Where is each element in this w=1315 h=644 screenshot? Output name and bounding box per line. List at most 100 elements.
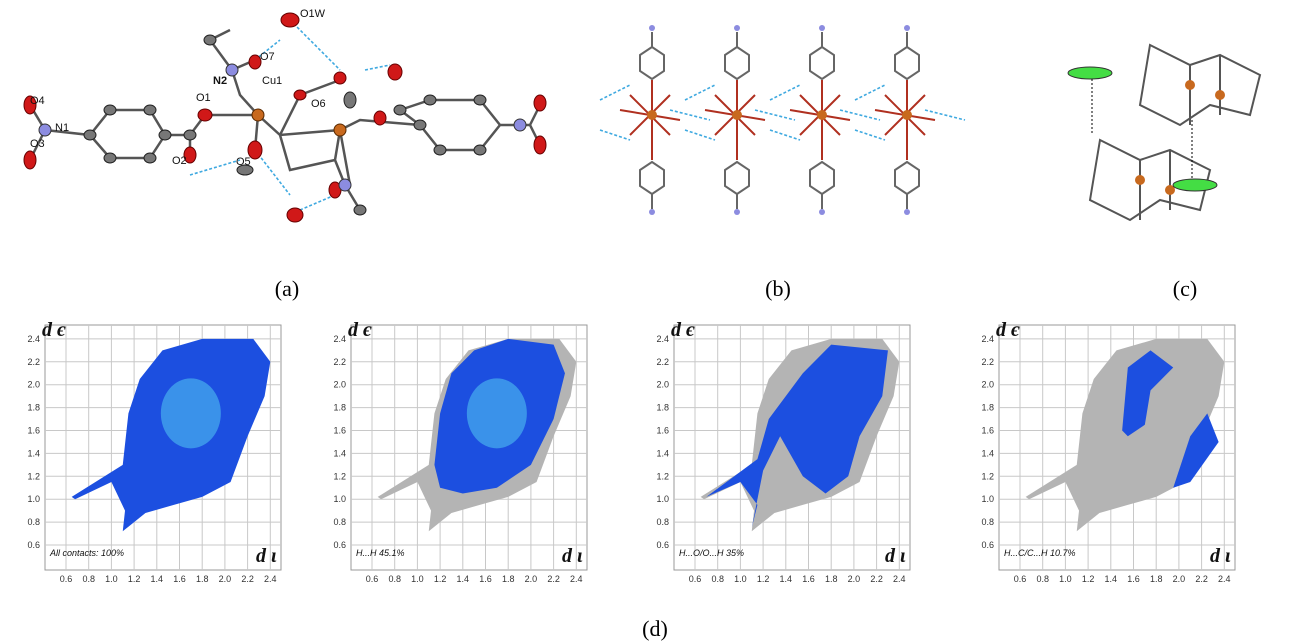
y-tick-label: 1.0 <box>656 494 669 504</box>
y-axis-label: d є <box>671 319 695 341</box>
y-tick-label: 2.0 <box>981 380 994 390</box>
x-tick-label: 0.8 <box>388 574 401 584</box>
x-tick-label: 2.2 <box>1195 574 1208 584</box>
x-tick-label: 1.2 <box>434 574 447 584</box>
plot-caption: H...O/O...H 35% <box>679 548 744 558</box>
y-tick-label: 2.2 <box>981 357 994 367</box>
x-tick-label: 2.4 <box>893 574 906 584</box>
x-tick-label: 1.6 <box>173 574 186 584</box>
core <box>705 80 765 160</box>
y-tick-label: 2.2 <box>656 357 669 367</box>
y-tick-label: 2.4 <box>27 334 40 344</box>
y-tick-label: 1.8 <box>333 403 346 413</box>
y-tick-label: 2.2 <box>27 357 40 367</box>
y-tick-label: 2.4 <box>656 334 669 344</box>
panel-label: (b) <box>765 276 791 301</box>
x-tick-label: 1.8 <box>825 574 838 584</box>
cu <box>647 110 657 120</box>
y-axis-label: d є <box>42 319 66 341</box>
y-tick-label: 1.2 <box>27 471 40 481</box>
y-tick-label: 0.8 <box>27 517 40 527</box>
atom-label: N1 <box>55 122 69 134</box>
x-axis-label: d ι <box>256 545 277 567</box>
x-tick-label: 1.4 <box>457 574 470 584</box>
y-tick-label: 1.4 <box>27 448 40 458</box>
cu <box>1185 80 1195 90</box>
y-tick-label: 1.0 <box>981 494 994 504</box>
n <box>819 25 825 31</box>
atom-label: O2 <box>172 155 187 167</box>
y-tick-label: 1.8 <box>656 403 669 413</box>
x-tick-label: 1.0 <box>105 574 118 584</box>
n <box>904 25 910 31</box>
cu <box>1215 90 1225 100</box>
y-tick-label: 1.2 <box>656 471 669 481</box>
y-tick-label: 0.6 <box>981 540 994 550</box>
plot-caption: All contacts: 100% <box>49 548 124 558</box>
frame <box>1140 45 1260 125</box>
y-tick-label: 0.8 <box>981 517 994 527</box>
atom-label: Cu1 <box>262 75 282 87</box>
x-tick-label: 0.6 <box>689 574 702 584</box>
n <box>734 209 740 215</box>
x-tick-label: 1.2 <box>757 574 770 584</box>
panel-label: (a) <box>275 276 299 301</box>
y-tick-label: 1.2 <box>981 471 994 481</box>
y-tick-label: 1.6 <box>27 426 40 436</box>
x-tick-label: 1.0 <box>1059 574 1072 584</box>
y-tick-label: 2.0 <box>27 380 40 390</box>
cu <box>817 110 827 120</box>
x-tick-label: 2.0 <box>848 574 861 584</box>
dense-region <box>161 378 221 448</box>
x-tick-label: 1.8 <box>502 574 515 584</box>
y-tick-label: 1.4 <box>333 448 346 458</box>
atom-label: O6 <box>311 98 326 110</box>
n <box>904 209 910 215</box>
y-tick-label: 1.0 <box>27 494 40 504</box>
cu <box>732 110 742 120</box>
y-tick-label: 1.0 <box>333 494 346 504</box>
plot-caption: H...C/C...H 10.7% <box>1004 548 1076 558</box>
x-tick-label: 0.8 <box>82 574 95 584</box>
atom-label: O1 <box>196 92 211 104</box>
x-tick-label: 1.4 <box>151 574 164 584</box>
y-axis-label: d є <box>996 319 1020 341</box>
x-tick-label: 2.2 <box>241 574 254 584</box>
core <box>790 80 850 160</box>
y-tick-label: 0.6 <box>656 540 669 550</box>
x-tick-label: 1.6 <box>479 574 492 584</box>
panel-label: (c) <box>1173 276 1197 301</box>
y-tick-label: 0.8 <box>656 517 669 527</box>
y-tick-label: 2.4 <box>333 334 346 344</box>
y-axis-label: d є <box>348 319 372 341</box>
x-tick-label: 1.8 <box>1150 574 1163 584</box>
y-tick-label: 1.4 <box>656 448 669 458</box>
y-tick-label: 1.6 <box>333 426 346 436</box>
atom-label: O3 <box>30 138 45 150</box>
n <box>734 25 740 31</box>
packing-b <box>600 25 965 215</box>
atom-label: N2 <box>213 75 227 87</box>
x-tick-label: 1.4 <box>1105 574 1118 584</box>
x-tick-label: 2.4 <box>1218 574 1231 584</box>
y-tick-label: 1.4 <box>981 448 994 458</box>
y-tick-label: 0.8 <box>333 517 346 527</box>
x-tick-label: 0.6 <box>60 574 73 584</box>
core <box>620 80 680 160</box>
y-tick-label: 2.0 <box>656 380 669 390</box>
core <box>875 80 935 160</box>
x-tick-label: 1.2 <box>1082 574 1095 584</box>
x-axis-label: d ι <box>1210 545 1231 567</box>
cu <box>902 110 912 120</box>
x-tick-label: 2.0 <box>219 574 232 584</box>
x-tick-label: 2.4 <box>264 574 277 584</box>
panel-label: (d) <box>642 616 668 641</box>
x-tick-label: 2.0 <box>1173 574 1186 584</box>
x-tick-label: 1.6 <box>802 574 815 584</box>
x-tick-label: 2.2 <box>547 574 560 584</box>
n <box>649 209 655 215</box>
n <box>819 209 825 215</box>
y-tick-label: 2.0 <box>333 380 346 390</box>
